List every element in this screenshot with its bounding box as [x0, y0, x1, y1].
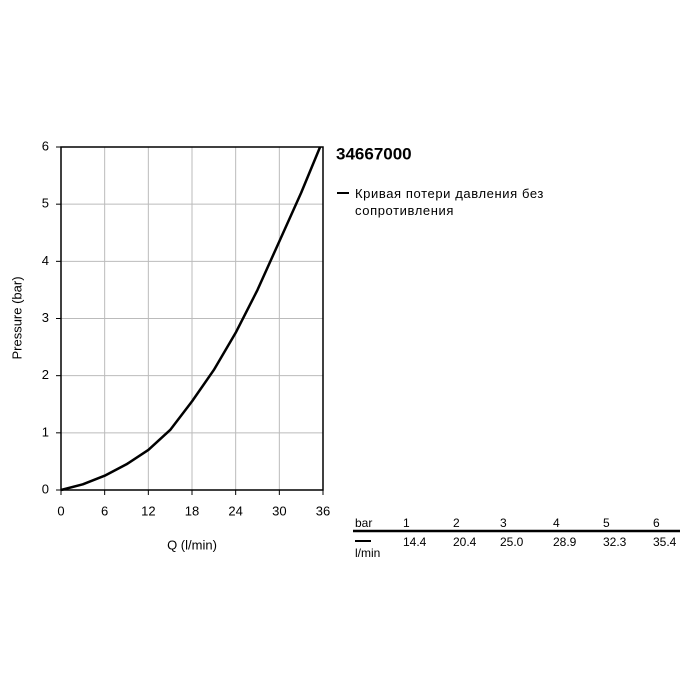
y-tick-label: 2	[42, 367, 49, 382]
table-row-label: bar	[355, 516, 372, 530]
x-tick-label: 0	[57, 503, 64, 518]
x-tick-label: 6	[101, 503, 108, 518]
y-tick-label: 3	[42, 310, 49, 325]
y-tick-label: 4	[42, 253, 49, 268]
x-tick-label: 36	[316, 503, 330, 518]
x-tick-label: 12	[141, 503, 155, 518]
table-cell: 35.4	[653, 535, 677, 549]
table-row-label: l/min	[355, 546, 380, 560]
y-tick-label: 5	[42, 196, 49, 211]
x-axis-label: Q (l/min)	[167, 537, 217, 552]
table-cell: 4	[553, 516, 560, 530]
table-cell: 2	[453, 516, 460, 530]
legend-label: Кривая потери давления без сопротивления	[355, 186, 544, 218]
table-cell: 32.3	[603, 535, 627, 549]
table-cell: 25.0	[500, 535, 524, 549]
table-cell: 14.4	[403, 535, 427, 549]
x-tick-label: 30	[272, 503, 286, 518]
y-tick-label: 6	[42, 138, 49, 153]
y-tick-label: 0	[42, 481, 49, 496]
y-axis-label: Pressure (bar)	[9, 276, 24, 359]
table-cell: 3	[500, 516, 507, 530]
y-tick-label: 1	[42, 424, 49, 439]
table-cell: 6	[653, 516, 660, 530]
x-tick-label: 18	[185, 503, 199, 518]
chart-title: 34667000	[336, 144, 412, 163]
plot-frame	[60, 146, 324, 491]
table-cell: 5	[603, 516, 610, 530]
table-cell: 1	[403, 516, 410, 530]
curve	[60, 146, 322, 492]
table-cell: 28.9	[553, 535, 577, 549]
x-tick-label: 24	[228, 503, 242, 518]
table-cell: 20.4	[453, 535, 477, 549]
